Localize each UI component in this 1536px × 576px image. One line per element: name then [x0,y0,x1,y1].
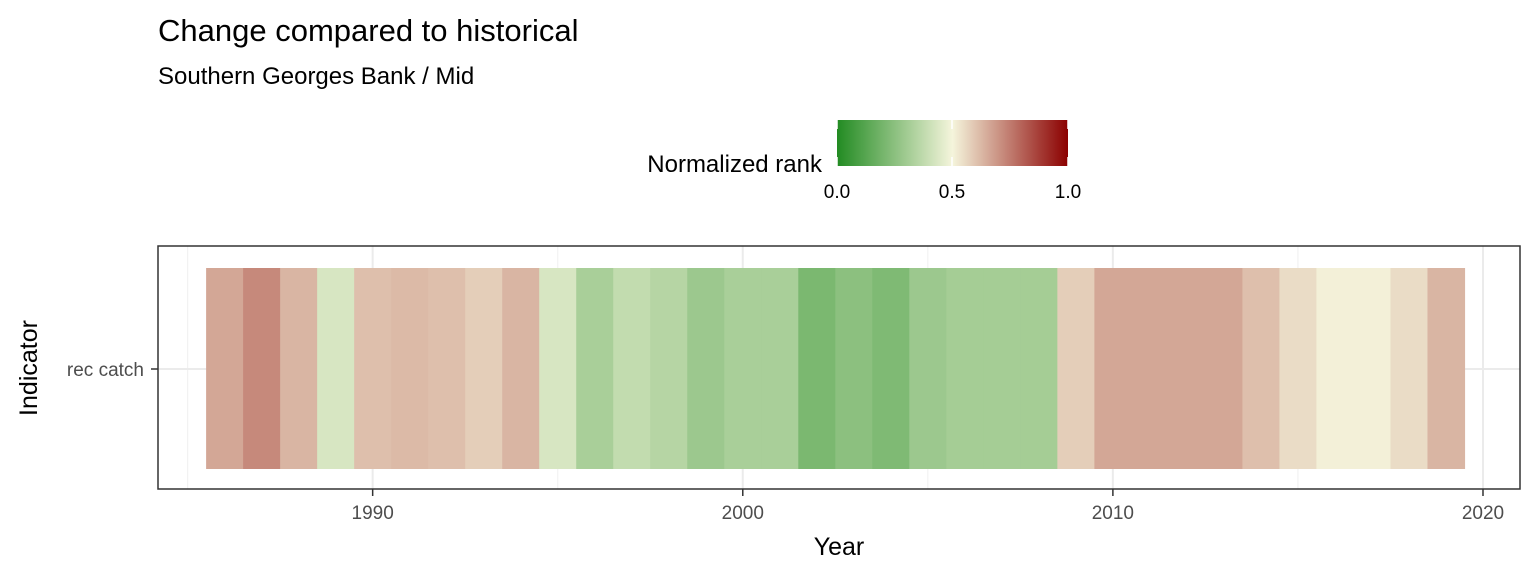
heatmap-tile [280,268,318,469]
heatmap-tile [946,268,984,469]
legend-title: Normalized rank [647,151,823,178]
legend: Normalized rank 0.0 0.5 1.0 [647,120,1081,203]
heatmap-tile [428,268,466,469]
heatmap-tile [1427,268,1466,469]
heatmap-tile [650,268,688,469]
heatmap-tile [724,268,762,469]
x-tick-label: 2010 [1092,503,1134,524]
heatmap-tile [1131,268,1169,469]
heatmap-tile [391,268,429,469]
chart-title: Change compared to historical [158,13,578,48]
heatmap-tile [1168,268,1207,469]
heatmap-tile [1205,268,1244,469]
chart-subtitle: Southern Georges Bank / Mid [158,63,474,90]
heatmap-tile [1279,268,1318,469]
heatmap-tile [761,268,799,469]
x-tick-label: 2020 [1462,503,1504,524]
heatmap-tile [983,268,1021,469]
heatmap-tile [1057,268,1095,469]
legend-tick-label: 1.0 [1055,182,1081,203]
x-tick-label: 1990 [352,503,394,524]
heatmap-tile [243,268,281,469]
heatmap-tile [1242,268,1281,469]
heatmap-tile [872,268,910,469]
legend-tick-marks [836,120,1069,166]
legend-tick-label: 0.0 [824,182,850,203]
heatmap-tile [206,268,244,469]
heatmap-tile [576,268,614,469]
x-tick-label: 2000 [722,503,764,524]
legend-tick-label: 0.5 [939,182,965,203]
heatmap-tiles [206,268,1466,469]
heatmap-tile [1020,268,1058,469]
heatmap-tile [1094,268,1132,469]
x-axis: 1990 2000 2010 2020 [352,489,1504,524]
y-tick-label: rec catch [67,360,144,381]
y-axis-label: Indicator [15,320,43,416]
heatmap-tile [1353,268,1392,469]
heatmap-tile [687,268,725,469]
heatmap-tile [1390,268,1429,469]
y-axis: rec catch [67,360,158,381]
heatmap-tile [798,268,836,469]
heatmap-tile [317,268,355,469]
panel-border [157,245,1521,490]
heatmap-tile [539,268,577,469]
heatmap-tile [835,268,873,469]
heatmap-tile [909,268,947,469]
heatmap-tile [1316,268,1355,469]
heatmap-tile [613,268,651,469]
heatmap-tile [354,268,392,469]
heatmap-tile [465,268,503,469]
x-axis-label: Year [814,533,865,561]
heatmap-tile [502,268,540,469]
